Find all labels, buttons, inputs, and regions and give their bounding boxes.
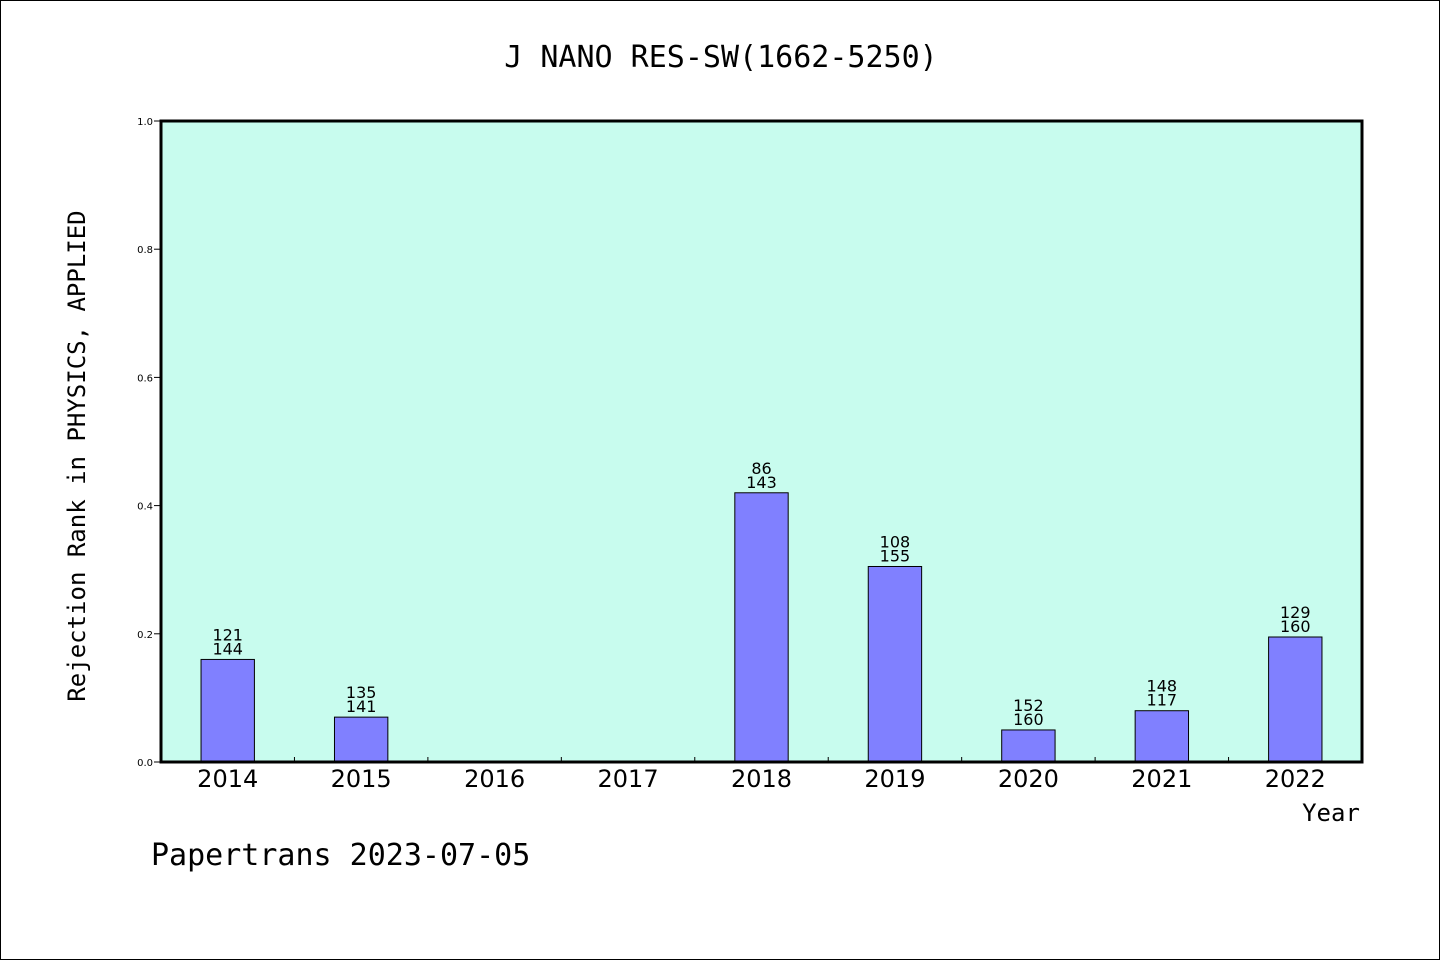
x-tick-label: 2019 — [864, 765, 925, 793]
bar-label-bottom: 160 — [1280, 617, 1311, 636]
x-axis-label: Year — [1302, 799, 1360, 827]
footer-credit: Papertrans 2023-07-05 — [151, 838, 530, 873]
bar — [1001, 729, 1056, 763]
bar-labels-group: 1211441351418614310815515216014811712916… — [212, 459, 1310, 729]
y-tick-label: 0.4 — [137, 502, 153, 513]
y-tick-label: 0.6 — [137, 373, 153, 384]
x-tick-label: 2018 — [731, 765, 792, 793]
bar-label-bottom: 143 — [746, 473, 777, 492]
y-axis: 0.0 0.2 0.4 0.6 0.8 1.0 — [137, 117, 161, 769]
x-tick-label: 2015 — [331, 765, 392, 793]
x-tick-label: 2016 — [464, 765, 525, 793]
x-tick-label: 2021 — [1131, 765, 1192, 793]
bar-label-top: 148 — [1147, 677, 1178, 696]
bar — [200, 658, 255, 763]
x-tick-label: 2014 — [197, 765, 258, 793]
x-tick-label: 2022 — [1265, 765, 1326, 793]
bar-label-top: 121 — [212, 625, 243, 644]
y-tick-label: 0.8 — [137, 245, 153, 256]
y-axis-label: Rejection Rank in PHYSICS, APPLIED — [63, 210, 91, 701]
x-axis: 2014 2015 2016 2017 2018 2019 2020 2021 2022 — [197, 757, 1326, 793]
bar — [734, 492, 789, 763]
y-tick-label: 0.0 — [137, 758, 153, 769]
bar — [333, 716, 389, 763]
bar-label-bottom: 141 — [346, 697, 377, 716]
bar — [1268, 636, 1323, 763]
x-tick-label: 2017 — [598, 765, 659, 793]
plot-border — [159, 119, 1364, 764]
bar-label-top: 135 — [346, 683, 377, 702]
bar-label-top: 152 — [1013, 696, 1044, 715]
y-tick-label: 1.0 — [137, 117, 153, 128]
bar-label-bottom: 144 — [212, 639, 243, 658]
bar — [1134, 710, 1190, 763]
bar-label-top: 129 — [1280, 603, 1311, 622]
y-tick-label: 0.2 — [137, 630, 153, 641]
bar — [867, 565, 923, 763]
bars-group — [200, 492, 1323, 763]
x-tick-label: 2020 — [998, 765, 1059, 793]
bar-label-bottom: 155 — [880, 546, 911, 565]
bar-label-bottom: 117 — [1147, 691, 1178, 710]
bar-label-bottom: 160 — [1013, 710, 1044, 729]
bar-label-top: 108 — [880, 532, 911, 551]
bar-label-top: 86 — [751, 459, 771, 478]
chart-title: J NANO RES-SW(1662-5250) — [504, 40, 937, 75]
